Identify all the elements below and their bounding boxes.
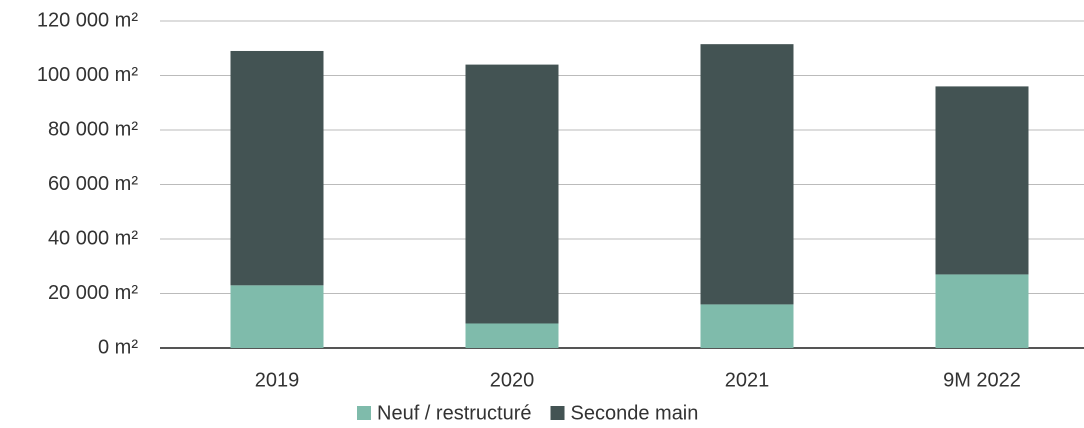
legend-label: Seconde main xyxy=(571,402,699,424)
bar-segment xyxy=(935,86,1029,275)
bar-segment xyxy=(465,64,559,324)
y-tick-label: 80 000 m² xyxy=(48,118,138,140)
legend-swatch xyxy=(357,406,371,420)
y-tick-label: 0 m² xyxy=(98,336,138,358)
y-tick-label: 20 000 m² xyxy=(48,282,138,304)
y-tick-label: 100 000 m² xyxy=(37,64,139,86)
x-tick-label: 2021 xyxy=(725,369,770,391)
x-tick-label: 9M 2022 xyxy=(943,369,1021,391)
bar-segment xyxy=(935,274,1029,348)
bar-segment xyxy=(230,50,324,286)
x-tick-label: 2019 xyxy=(255,369,300,391)
y-tick-label: 40 000 m² xyxy=(48,227,138,249)
legend-swatch xyxy=(550,406,565,420)
bar-segment xyxy=(230,285,324,348)
y-tick-label: 120 000 m² xyxy=(37,9,139,31)
x-tick-label: 2020 xyxy=(490,369,535,391)
legend-label: Neuf / restructuré xyxy=(377,402,532,424)
bar-segment xyxy=(700,304,794,348)
y-tick-label: 60 000 m² xyxy=(48,173,138,195)
bar-segment xyxy=(700,44,794,305)
bar-segment xyxy=(465,323,559,348)
